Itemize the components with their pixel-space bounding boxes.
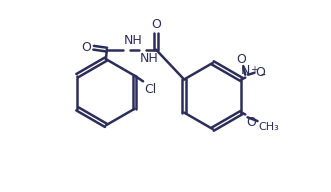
Text: O: O bbox=[256, 66, 265, 79]
Text: -: - bbox=[260, 69, 265, 83]
Text: +: + bbox=[250, 65, 258, 75]
Text: NH: NH bbox=[124, 34, 143, 47]
Text: O: O bbox=[81, 41, 91, 54]
Text: O: O bbox=[246, 116, 256, 129]
Text: CH₃: CH₃ bbox=[258, 122, 279, 132]
Text: O: O bbox=[151, 18, 161, 31]
Text: Cl: Cl bbox=[144, 83, 156, 96]
Text: N: N bbox=[241, 64, 250, 77]
Text: O: O bbox=[237, 53, 246, 66]
Text: NH: NH bbox=[140, 52, 158, 65]
